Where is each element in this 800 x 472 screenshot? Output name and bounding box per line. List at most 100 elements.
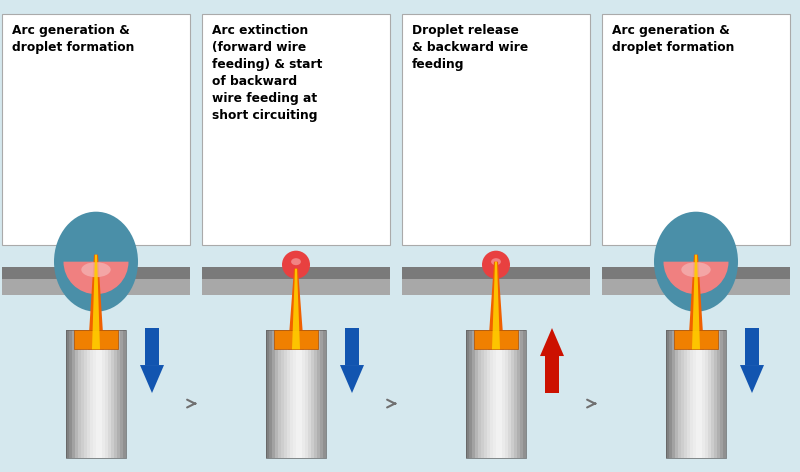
Polygon shape xyxy=(488,261,504,349)
Bar xyxy=(402,279,590,295)
Polygon shape xyxy=(340,365,364,393)
Bar xyxy=(93,330,96,458)
Bar xyxy=(299,330,302,458)
Bar xyxy=(602,267,790,279)
Bar xyxy=(496,330,499,458)
Polygon shape xyxy=(692,255,700,349)
Bar xyxy=(81,330,84,458)
Bar xyxy=(693,330,696,458)
Bar xyxy=(514,330,517,458)
Bar xyxy=(672,330,675,458)
Polygon shape xyxy=(288,269,304,349)
Bar xyxy=(466,330,469,458)
Bar xyxy=(2,14,190,245)
Bar xyxy=(508,330,511,458)
Bar xyxy=(274,330,318,349)
Polygon shape xyxy=(740,365,764,393)
Bar xyxy=(308,330,311,458)
Bar xyxy=(674,330,718,349)
Ellipse shape xyxy=(291,258,301,265)
Bar xyxy=(120,330,123,458)
Bar xyxy=(69,330,72,458)
Bar xyxy=(517,330,520,458)
Text: Arc generation &
droplet formation: Arc generation & droplet formation xyxy=(12,24,134,54)
Bar xyxy=(602,279,790,295)
Bar xyxy=(478,330,481,458)
Ellipse shape xyxy=(282,251,310,278)
Bar xyxy=(466,330,526,458)
Bar xyxy=(293,330,296,458)
Bar xyxy=(511,330,514,458)
Bar xyxy=(145,328,159,365)
Bar xyxy=(99,330,102,458)
Bar xyxy=(278,330,281,458)
Bar xyxy=(720,330,723,458)
Bar xyxy=(287,330,290,458)
Bar xyxy=(745,328,759,365)
Ellipse shape xyxy=(682,262,710,277)
Bar xyxy=(284,330,287,458)
Bar xyxy=(2,267,190,279)
Bar xyxy=(678,330,681,458)
Bar xyxy=(475,330,478,458)
Bar xyxy=(202,279,390,295)
Bar xyxy=(123,330,126,458)
Bar xyxy=(202,14,390,245)
Polygon shape xyxy=(292,269,300,349)
Bar xyxy=(474,330,518,349)
Bar xyxy=(202,267,390,279)
Ellipse shape xyxy=(482,251,510,278)
Bar xyxy=(681,330,684,458)
Bar xyxy=(296,330,299,458)
Bar xyxy=(272,330,275,458)
Bar xyxy=(345,328,359,365)
Bar xyxy=(402,267,590,279)
Bar xyxy=(305,330,308,458)
Bar xyxy=(117,330,120,458)
Bar xyxy=(317,330,320,458)
Bar xyxy=(266,330,326,458)
Bar xyxy=(102,330,105,458)
Bar xyxy=(96,330,99,458)
Bar xyxy=(290,330,293,458)
Bar xyxy=(72,330,75,458)
Bar xyxy=(323,330,326,458)
Bar xyxy=(675,330,678,458)
Bar xyxy=(484,330,487,458)
Bar xyxy=(111,330,114,458)
Text: Droplet release
& backward wire
feeding: Droplet release & backward wire feeding xyxy=(412,24,528,71)
Bar xyxy=(545,356,559,393)
Bar xyxy=(78,330,81,458)
Bar xyxy=(105,330,108,458)
Bar xyxy=(487,330,490,458)
Bar xyxy=(281,330,284,458)
Bar xyxy=(520,330,523,458)
Bar xyxy=(87,330,90,458)
Polygon shape xyxy=(540,328,564,356)
Bar xyxy=(699,330,702,458)
Polygon shape xyxy=(88,255,104,349)
Polygon shape xyxy=(92,255,100,349)
Bar xyxy=(696,330,699,458)
Polygon shape xyxy=(688,255,704,349)
Ellipse shape xyxy=(54,211,138,312)
Bar xyxy=(481,330,484,458)
Bar xyxy=(75,330,78,458)
Bar xyxy=(687,330,690,458)
Bar xyxy=(472,330,475,458)
Bar xyxy=(666,330,726,458)
Bar xyxy=(702,330,705,458)
Bar xyxy=(320,330,323,458)
Text: Arc extinction
(forward wire
feeding) & start
of backward
wire feeding at
short : Arc extinction (forward wire feeding) & … xyxy=(212,24,322,122)
Bar xyxy=(669,330,672,458)
Bar xyxy=(602,14,790,245)
Bar xyxy=(711,330,714,458)
Bar xyxy=(523,330,526,458)
Bar xyxy=(714,330,717,458)
Bar xyxy=(311,330,314,458)
Bar xyxy=(502,330,505,458)
Bar xyxy=(469,330,472,458)
Bar xyxy=(66,330,126,458)
Bar xyxy=(314,330,317,458)
Bar xyxy=(493,330,496,458)
